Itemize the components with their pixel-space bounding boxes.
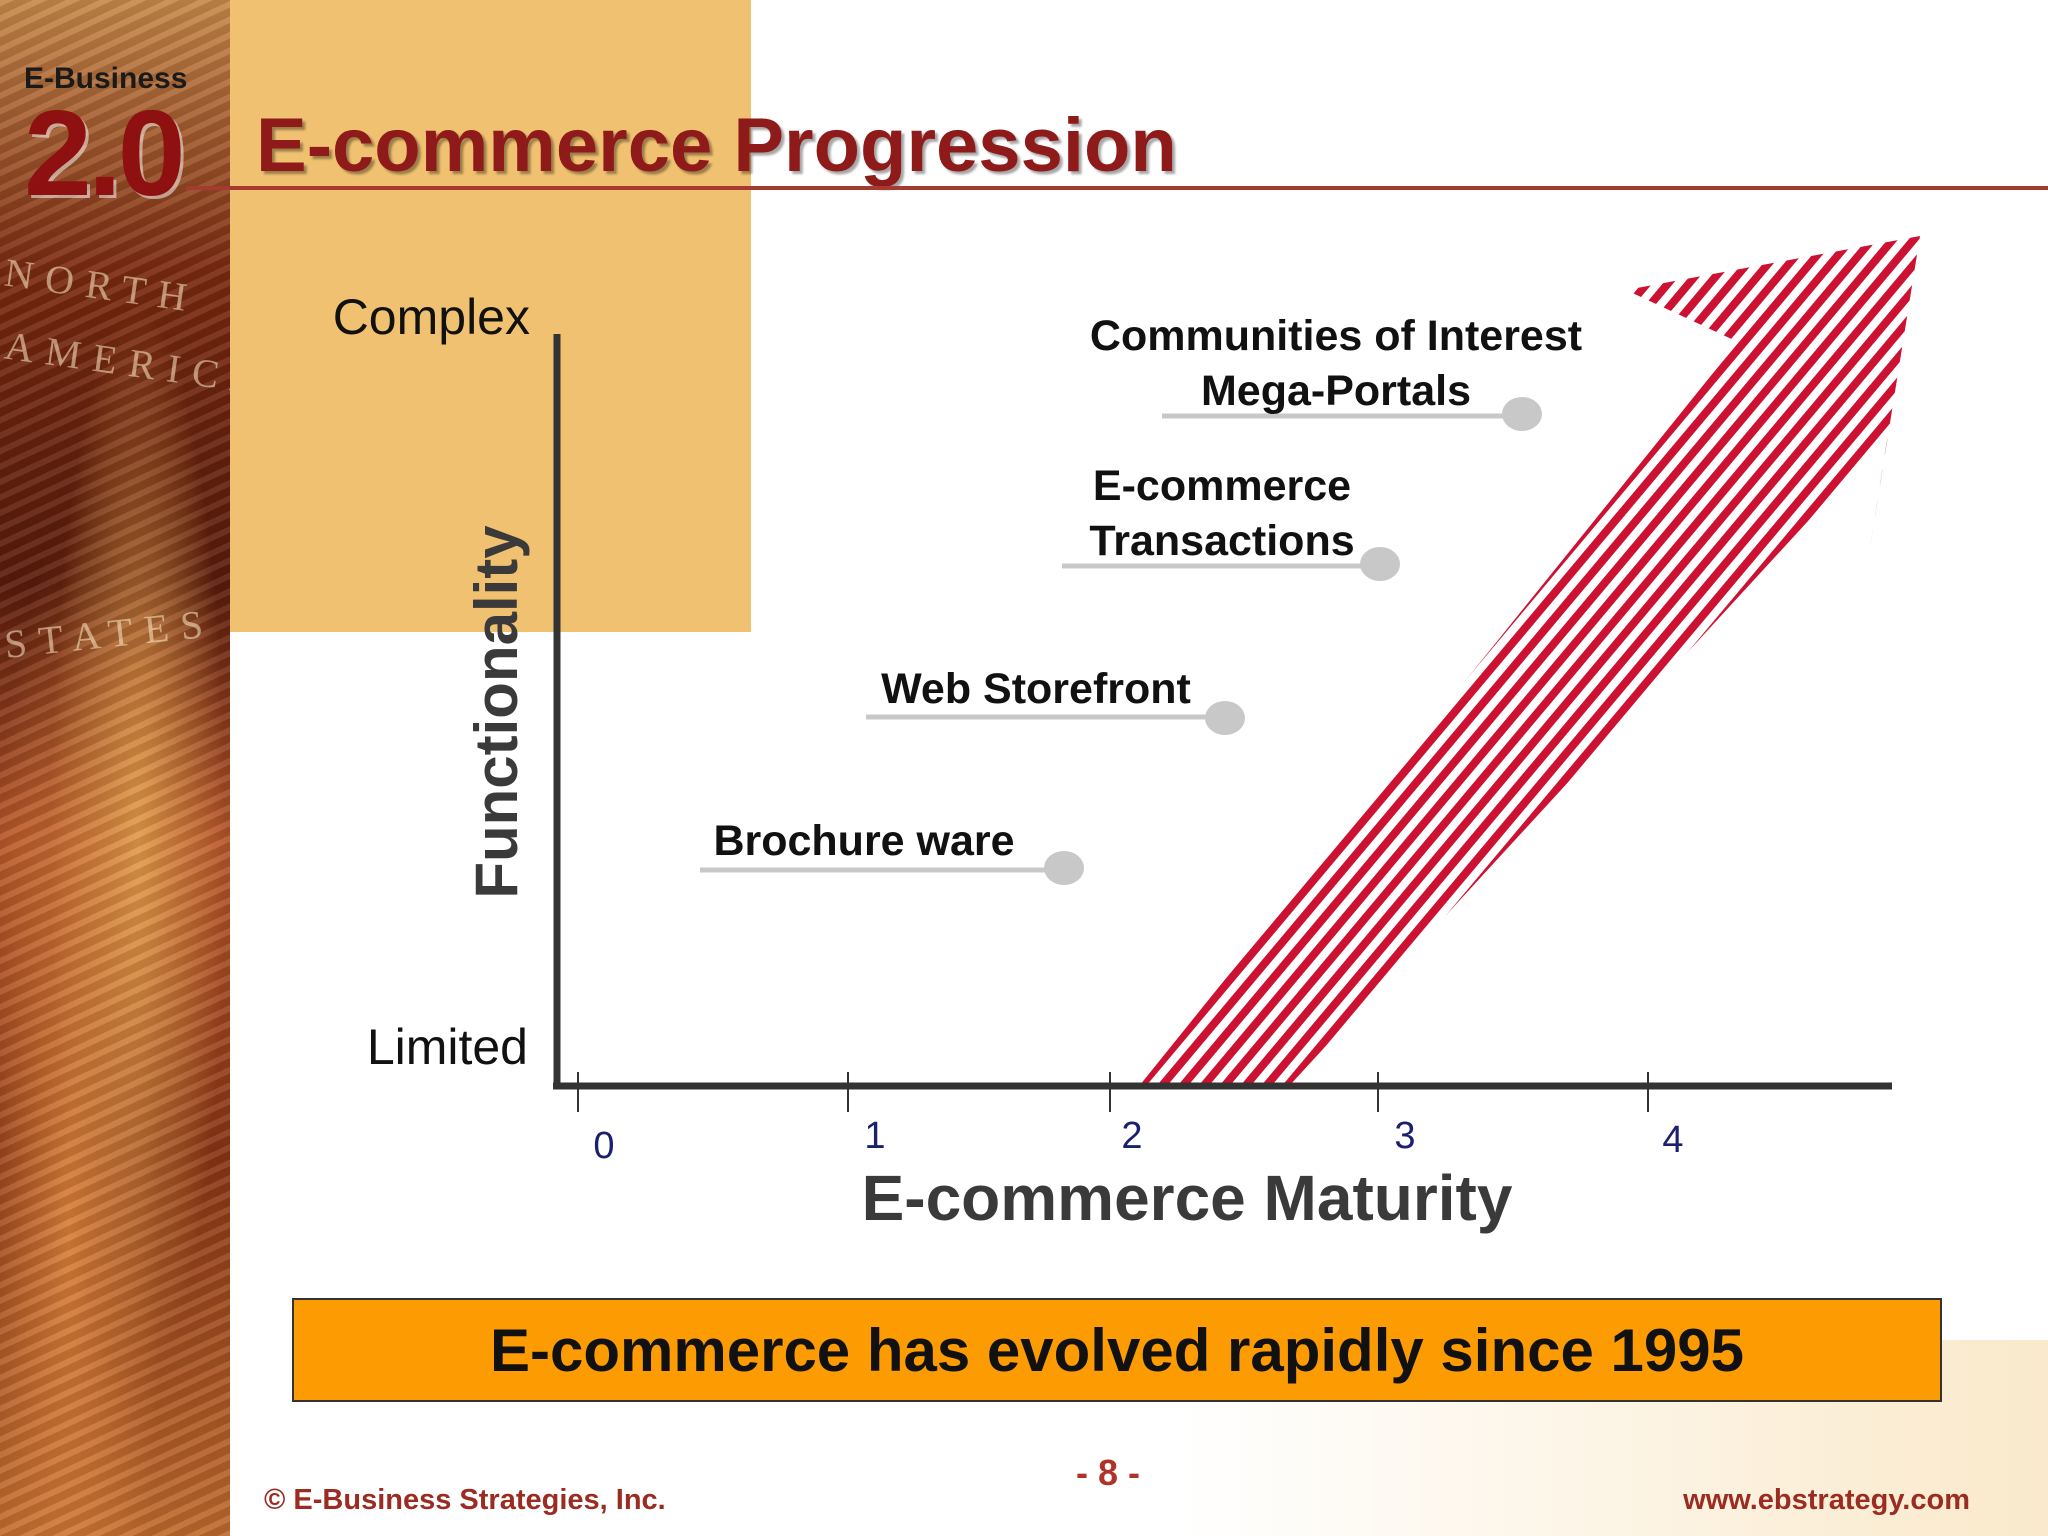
footer-url[interactable]: www.ebstrategy.com [1683, 1484, 1970, 1516]
callout-box: E-commerce has evolved rapidly since 199… [292, 1298, 1942, 1402]
y-axis-top-label: Complex [333, 289, 530, 345]
brand-series: E-Business [24, 62, 188, 95]
stage-callout: E-commerce Transactions [1062, 462, 1400, 581]
footer-copyright: © E-Business Strategies, Inc. [264, 1484, 666, 1516]
x-tick-labels: 0 1 2 3 4 [593, 1115, 1683, 1167]
stage-label: Mega-Portals [1201, 367, 1471, 415]
x-tick-label: 3 [1394, 1115, 1415, 1157]
progression-arrow [1000, 236, 1920, 1085]
x-axis-title: E-commerce Maturity [862, 1162, 1513, 1234]
x-tick-label: 1 [864, 1115, 885, 1157]
stage-marker-dot [1502, 397, 1542, 431]
x-tick-label: 4 [1662, 1119, 1683, 1161]
stage-label: Communities of Interest [1090, 312, 1582, 360]
y-axis-bottom-label: Limited [367, 1019, 528, 1075]
callout-text: E-commerce has evolved rapidly since 199… [490, 1316, 1744, 1384]
stage-label: Transactions [1089, 517, 1354, 565]
stage-marker-dot [1360, 547, 1400, 581]
page-title: E-commerce Progression [256, 103, 1177, 188]
stage-marker-dot [1205, 701, 1245, 735]
page-number: - 8 - [1075, 1452, 1140, 1493]
stage-callout: Brochure ware [700, 817, 1084, 885]
stage-label: E-commerce [1093, 462, 1351, 510]
x-tick-marks [577, 1072, 1649, 1112]
decorative-collage-strip: NORTH AMERICA STATES [0, 0, 274, 1536]
brand-version: 2.0 [24, 85, 186, 221]
stage-label: Brochure ware [713, 817, 1014, 865]
stage-marker-dot [1044, 851, 1084, 885]
stage-callouts: Brochure ware Web Storefront E-commerce Tra… [700, 312, 1582, 885]
y-axis-title: Functionality [463, 525, 530, 899]
stage-callout: Communities of Interest Mega-Portals [1090, 312, 1582, 431]
stage-label: Web Storefront [881, 665, 1191, 713]
accent-panel [230, 0, 751, 632]
stage-callout: Web Storefront [866, 665, 1245, 735]
x-tick-label: 0 [593, 1125, 614, 1167]
title-underline [186, 186, 2048, 190]
x-tick-label: 2 [1121, 1115, 1142, 1157]
